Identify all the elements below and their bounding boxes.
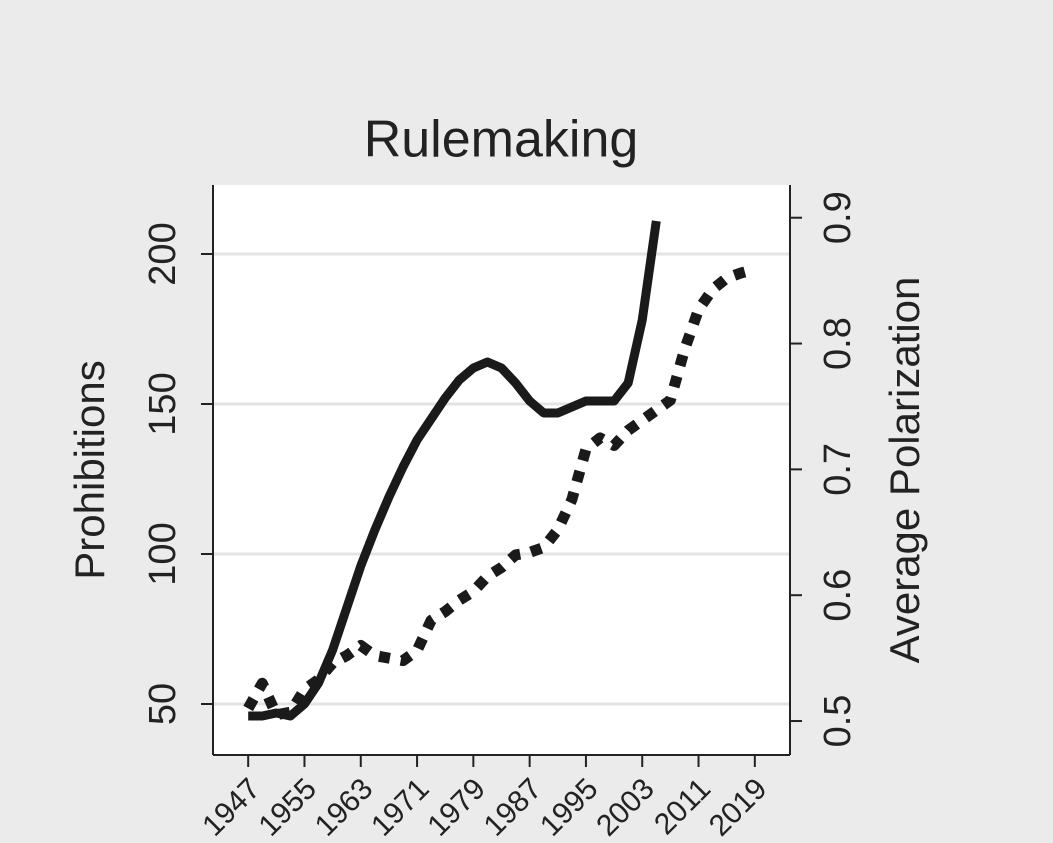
y2-tick-label: 0.5: [817, 695, 859, 748]
y-tick-label: 150: [142, 372, 184, 435]
y2-tick-label: 0.8: [817, 317, 859, 370]
y-tick-label: 100: [142, 522, 184, 585]
y-tick-label: 200: [142, 222, 184, 285]
y-tick-label: 50: [142, 683, 184, 725]
y2-tick-label: 0.9: [817, 191, 859, 244]
y2-tick-label: 0.7: [817, 443, 859, 496]
y-axis-title: Prohibitions: [66, 360, 113, 579]
series-line: [243, 263, 757, 721]
y2-axis-title: Average Polarization: [881, 277, 928, 664]
plot-area: [213, 185, 790, 755]
chart-title: Rulemaking: [364, 111, 639, 169]
y2-tick-label: 0.6: [817, 569, 859, 622]
